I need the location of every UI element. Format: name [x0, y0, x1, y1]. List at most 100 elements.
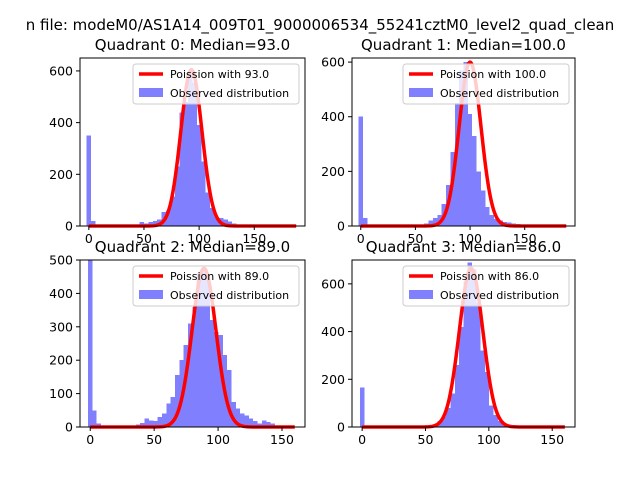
hist-bar	[179, 112, 184, 226]
hist-bar	[459, 70, 464, 226]
hist-bar	[201, 161, 206, 226]
hist-bar	[88, 260, 93, 427]
hist-bar	[446, 407, 451, 427]
hist-bar	[192, 306, 197, 427]
hist-bar	[476, 171, 481, 226]
hist-bar	[480, 190, 486, 226]
hist-bar	[484, 372, 490, 427]
hist-bar	[476, 302, 481, 427]
y-tick-label: 200	[321, 372, 345, 387]
axes-frame	[351, 259, 576, 428]
legend-poisson-label: Poission with 86.0	[440, 270, 539, 283]
legend-observed-label: Observed distribution	[440, 87, 559, 100]
hist-bar	[192, 82, 197, 226]
y-tick-label: 0	[65, 219, 73, 234]
chart-panel-2: 0 50 100 150 0 100 200 300 400 500 Quadrant 2: Med…	[49, 238, 306, 447]
hist-bar	[152, 220, 158, 226]
y-tick-label: 400	[49, 115, 73, 130]
hist-bar	[188, 323, 193, 427]
hist-bar	[183, 101, 189, 226]
figure-suptitle: n file: modeM0/AS1A14_009T01_9000006534_…	[26, 16, 615, 35]
legend-observed-swatch	[409, 290, 433, 299]
hist-bar	[205, 192, 211, 226]
hist-bar	[174, 166, 180, 226]
hist-bar	[235, 408, 241, 427]
hist-bar	[467, 262, 472, 427]
hist-bar	[231, 401, 236, 427]
hist-bar	[472, 135, 477, 226]
legend-box	[132, 63, 300, 105]
hist-bar	[223, 219, 228, 226]
hist-bar	[248, 418, 254, 427]
axes-frame	[351, 57, 576, 227]
x-tick-label: 0	[86, 432, 94, 447]
y-tick-label: 600	[49, 63, 73, 78]
hist-bar	[148, 420, 154, 427]
hist-bar	[174, 375, 180, 427]
y-tick-label: 200	[321, 164, 345, 179]
hist-bar	[240, 413, 245, 427]
hist-bar	[428, 220, 433, 226]
hist-bar	[214, 331, 219, 427]
hist-bar	[196, 273, 202, 427]
x-tick-label: 0	[358, 432, 366, 447]
legend-observed-swatch	[409, 88, 433, 97]
hist-bar	[188, 70, 193, 226]
legend-box	[402, 63, 570, 105]
hist-bar	[463, 281, 468, 427]
x-tick-label: 150	[270, 432, 294, 447]
y-tick-label: 400	[49, 286, 73, 301]
hist-bar	[148, 222, 153, 226]
axes-frame	[79, 259, 306, 428]
hist-bar	[471, 269, 477, 427]
x-tick-label: 150	[540, 432, 564, 447]
x-tick-label: 100	[477, 432, 501, 447]
legend-observed-label: Observed distribution	[440, 289, 559, 302]
x-tick-label: 0	[85, 231, 93, 246]
hist-bar	[227, 221, 233, 226]
hist-bar	[493, 415, 498, 427]
chart-panel-0: 0 50 100 150 0 200 400 600 Quadrant 0: Median=93…	[49, 36, 306, 246]
y-tick-label: 600	[321, 276, 345, 291]
hist-bar	[454, 103, 460, 226]
y-tick-label: 200	[49, 167, 73, 182]
y-tick-label: 100	[49, 386, 73, 401]
y-tick-label: 500	[49, 253, 73, 268]
panel-title: Quadrant 1: Median=100.0	[361, 36, 566, 54]
hist-bar	[454, 364, 460, 427]
y-tick-label: 300	[49, 319, 73, 334]
legend-observed-swatch	[139, 88, 163, 97]
x-tick-label: 100	[206, 432, 230, 447]
hist-bar	[485, 206, 490, 226]
hist-bar	[358, 116, 363, 226]
hist-bar	[450, 393, 455, 427]
legend-observed-swatch	[139, 290, 163, 299]
hist-bar	[210, 207, 215, 226]
hist-bar	[266, 421, 271, 427]
y-tick-label: 400	[321, 109, 345, 124]
hist-bar	[489, 215, 495, 226]
hist-bar	[432, 217, 438, 226]
legend-observed-label: Observed distribution	[170, 289, 289, 302]
hist-bar	[441, 416, 447, 427]
hist-bar	[494, 219, 499, 226]
y-tick-label: 0	[337, 219, 345, 234]
panel-title: Quadrant 0: Median=93.0	[95, 36, 290, 54]
hist-bar	[459, 326, 464, 427]
hist-bar	[362, 217, 368, 226]
x-tick-label: 100	[458, 231, 482, 246]
y-tick-label: 400	[321, 324, 345, 339]
chart-panel-3: 0 50 100 150 0 200 400 600 Quadrant 3: Median=86…	[321, 238, 576, 447]
x-tick-label: 100	[187, 231, 211, 246]
y-tick-label: 600	[321, 55, 345, 70]
hist-bar	[161, 413, 167, 427]
legend-observed-label: Observed distribution	[170, 87, 289, 100]
legend-box	[402, 265, 570, 307]
axes-frame	[79, 57, 306, 227]
hist-bar	[244, 415, 249, 427]
x-tick-label: 50	[407, 231, 423, 246]
hist-bar	[209, 320, 215, 427]
hist-bar	[480, 350, 485, 427]
x-tick-label: 50	[136, 231, 152, 246]
hist-bar	[196, 125, 202, 226]
